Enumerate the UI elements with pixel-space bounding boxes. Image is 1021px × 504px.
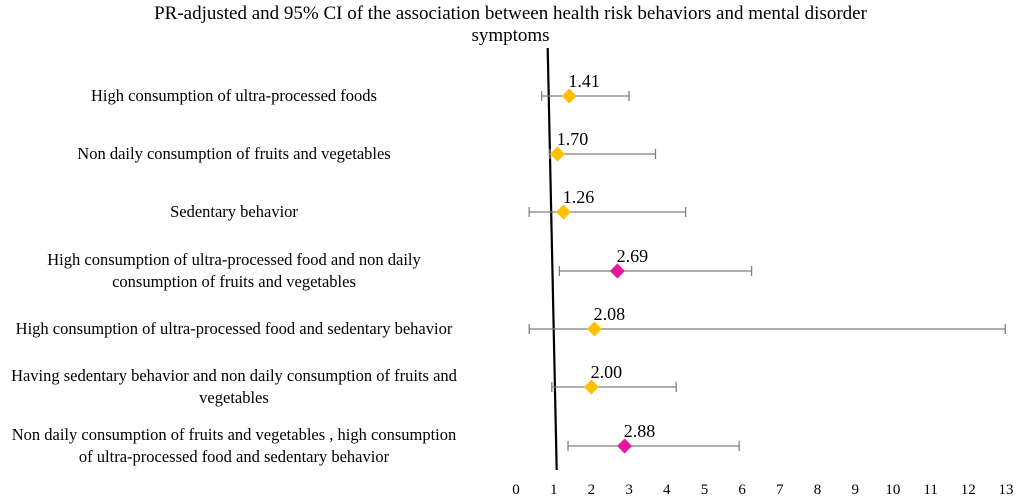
row-label-6: Having sedentary behavior and non daily … — [0, 365, 504, 409]
row-label-5-line-1: High consumption of ultra-processed food… — [15, 319, 453, 338]
row-label-1: High consumption of ultra-processed food… — [0, 85, 504, 107]
point-estimate-6 — [583, 379, 599, 395]
point-estimate-7 — [617, 438, 633, 454]
value-label-1: 1.41 — [568, 71, 600, 91]
x-tick-label-8: 8 — [814, 482, 822, 498]
x-tick-label-3: 3 — [625, 482, 633, 498]
x-tick-label-9: 9 — [851, 482, 859, 498]
point-estimate-5 — [586, 321, 602, 337]
row-label-4: High consumption of ultra-processed food… — [0, 249, 504, 293]
row-label-7-line-2: of ultra-processed food and sedentary be… — [78, 447, 390, 466]
x-tick-label-0: 0 — [512, 482, 520, 498]
point-estimate-2 — [549, 146, 565, 162]
row-label-1-line-1: High consumption of ultra-processed food… — [91, 86, 377, 105]
chart-title-line-2: symptoms — [471, 25, 550, 46]
value-label-5: 2.08 — [594, 304, 626, 324]
value-label-6: 2.00 — [591, 362, 623, 382]
row-label-2: Non daily consumption of fruits and vege… — [0, 143, 504, 165]
point-estimate-3 — [555, 204, 571, 220]
row-label-6-line-1: Having sedentary behavior and non daily … — [11, 366, 457, 385]
point-estimate-1 — [561, 88, 577, 104]
x-tick-label-1: 1 — [550, 482, 558, 498]
x-tick-label-2: 2 — [588, 482, 596, 498]
value-label-3: 1.26 — [563, 187, 595, 207]
x-tick-label-11: 11 — [923, 482, 937, 498]
x-tick-label-6: 6 — [738, 482, 746, 498]
row-label-7: Non daily consumption of fruits and vege… — [0, 424, 504, 468]
x-tick-label-4: 4 — [663, 482, 671, 498]
row-label-6-line-2: vegetables — [199, 388, 269, 407]
reference-line — [546, 47, 558, 471]
x-tick-label-5: 5 — [701, 482, 709, 498]
row-label-3: Sedentary behavior — [0, 201, 504, 223]
chart-title-line-1: PR-adjusted and 95% CI of the associatio… — [154, 3, 867, 24]
value-label-7: 2.88 — [624, 421, 656, 441]
value-label-2: 1.70 — [557, 129, 589, 149]
x-tick-label-12: 12 — [961, 482, 976, 498]
point-estimate-4 — [609, 263, 625, 279]
x-tick-label-7: 7 — [776, 482, 784, 498]
row-label-7-line-1: Non daily consumption of fruits and vege… — [11, 425, 457, 444]
row-label-2-line-1: Non daily consumption of fruits and vege… — [77, 144, 391, 163]
value-label-4: 2.69 — [617, 246, 649, 266]
x-tick-label-10: 10 — [885, 482, 900, 498]
x-tick-label-13: 13 — [999, 482, 1014, 498]
row-label-3-line-1: Sedentary behavior — [170, 202, 298, 221]
row-label-5: High consumption of ultra-processed food… — [0, 318, 504, 340]
row-label-4-line-1: High consumption of ultra-processed food… — [47, 250, 421, 269]
row-label-4-line-2: consumption of fruits and vegetables — [112, 272, 356, 291]
